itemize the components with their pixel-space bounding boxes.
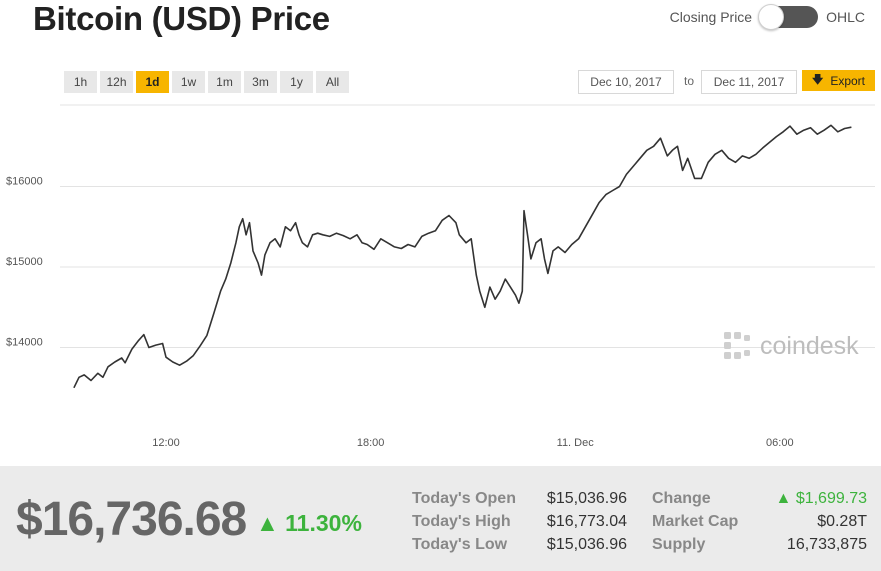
range-button-3m[interactable]: 3m — [244, 71, 277, 93]
price-series-line — [73, 124, 852, 389]
y-tick-label: $16000 — [6, 176, 43, 188]
range-button-1y[interactable]: 1y — [280, 71, 313, 93]
range-button-all[interactable]: All — [316, 71, 349, 93]
stat-value-todays-open: $15,036.96 — [546, 490, 627, 507]
download-arrow-icon: 🡇 — [812, 74, 824, 86]
range-button-12h[interactable]: 12h — [100, 71, 133, 93]
toggle-label-closing-price: Closing Price — [669, 9, 753, 25]
date-to-input[interactable]: Dec 11, 2017 — [701, 70, 797, 94]
stat-value-supply: 16,733,875 — [786, 536, 867, 553]
date-to-separator: to — [684, 74, 695, 88]
coindesk-logo-icon — [724, 332, 750, 359]
stat-value-market-cap: $0.28T — [817, 513, 867, 530]
toggle-knob[interactable] — [758, 4, 785, 30]
chart-mode-toggle[interactable] — [758, 4, 819, 30]
current-price: $16,736.68 — [16, 493, 247, 546]
stat-value-change: ▲ $1,699.73 — [775, 490, 867, 507]
price-chart: $14000 $15000 $16000 12:00 18:00 11. Dec 06:0… — [6, 104, 875, 449]
stat-value-todays-high: $16,773.04 — [546, 513, 627, 530]
y-axis-labels: $14000 $15000 $16000 — [6, 176, 43, 349]
page-title: Bitcoin (USD) Price — [33, 0, 330, 37]
range-button-1h[interactable]: 1h — [64, 71, 97, 93]
stat-label-change: Change — [652, 490, 711, 507]
y-tick-label: $15000 — [6, 256, 43, 268]
range-button-1w[interactable]: 1w — [172, 71, 205, 93]
y-tick-label: $14000 — [6, 337, 43, 349]
x-tick-label: 11. Dec — [557, 437, 595, 449]
export-button-label: Export — [830, 73, 865, 88]
range-button-1d[interactable]: 1d — [136, 71, 169, 93]
export-button[interactable]: 🡇 Export — [802, 70, 875, 91]
date-from-input[interactable]: Dec 10, 2017 — [578, 70, 674, 94]
stat-label-supply: Supply — [652, 536, 706, 553]
time-range-selector: 1h 12h 1d 1w 1m 3m 1y All — [64, 71, 349, 93]
stat-label-todays-low: Today's Low — [412, 536, 508, 553]
range-button-1m[interactable]: 1m — [208, 71, 241, 93]
stat-label-todays-open: Today's Open — [412, 490, 516, 507]
coindesk-watermark: coindesk — [724, 332, 859, 360]
stat-label-todays-high: Today's High — [412, 513, 511, 530]
x-axis-labels: 12:00 18:00 11. Dec 06:00 — [152, 437, 793, 449]
toggle-label-ohlc: OHLC — [826, 9, 865, 25]
price-summary-panel: $16,736.68 ▲ 11.30% Today's Open $15,036… — [0, 466, 881, 571]
stat-label-market-cap: Market Cap — [652, 513, 739, 530]
x-tick-label: 18:00 — [357, 437, 385, 449]
x-tick-label: 12:00 — [152, 437, 180, 449]
stat-value-todays-low: $15,036.96 — [546, 536, 627, 553]
chart-grid — [60, 104, 875, 348]
x-tick-label: 06:00 — [766, 437, 794, 449]
change-percent: ▲ 11.30% — [256, 510, 362, 536]
chart-mode-toggle-group: Closing Price OHLC — [669, 4, 865, 30]
watermark-text: coindesk — [760, 332, 859, 360]
